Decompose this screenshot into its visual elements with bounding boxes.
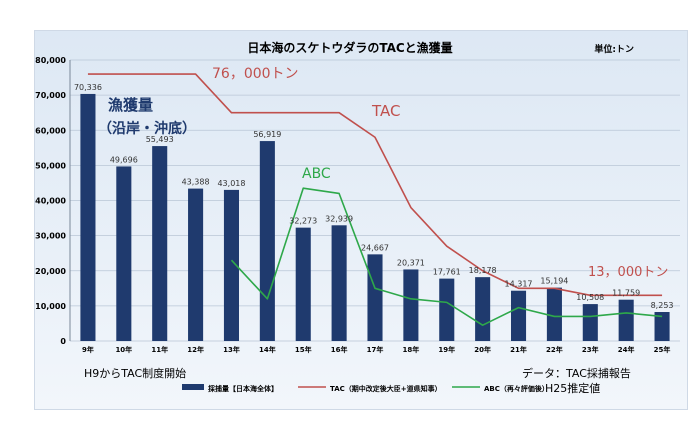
y-tick-label: 0 xyxy=(60,337,66,346)
y-tick-label: 80,000 xyxy=(35,56,66,65)
bar-value-label: 55,493 xyxy=(146,135,174,144)
bar xyxy=(439,278,455,341)
bar xyxy=(475,277,491,341)
catch-annotation-2: （沿岸・沖底） xyxy=(98,120,196,137)
unit-label: 単位:トン xyxy=(594,43,634,55)
chart-frame xyxy=(34,30,688,410)
bar xyxy=(295,227,311,341)
x-tick-label: 20年 xyxy=(474,345,491,354)
bar-value-label: 10,508 xyxy=(576,293,604,302)
bar xyxy=(188,188,204,341)
bar xyxy=(80,93,96,342)
bar xyxy=(116,166,132,341)
abc-line xyxy=(230,187,663,326)
bar xyxy=(331,225,347,341)
legend: 採捕量【日本海全体】 TAC（期中改定後大臣+道県知事） ABC（再々評価後） … xyxy=(182,381,600,395)
bar-value-label: 11,759 xyxy=(612,289,640,298)
lines xyxy=(87,73,663,326)
bar-value-label: 18,178 xyxy=(469,266,497,275)
x-tick-label: 13年 xyxy=(223,345,240,354)
x-tick-label: 21年 xyxy=(510,345,527,354)
bar-value-label: 24,667 xyxy=(361,243,389,252)
x-tick-label: 9年 xyxy=(82,345,94,354)
x-tick-label: 12年 xyxy=(187,345,204,354)
x-tick-label: 18年 xyxy=(403,345,420,354)
tac-start-annotation: 76，000トン xyxy=(212,66,299,82)
x-tick-label: 15年 xyxy=(295,345,312,354)
bar-value-label: 14,317 xyxy=(505,280,533,289)
labels: 0 10,000 20,000 30,000 40,000 50,000 60,000 70,… xyxy=(35,56,673,354)
bar xyxy=(618,299,634,341)
bar-value-label: 56,919 xyxy=(253,130,281,139)
x-tick-label: 25年 xyxy=(654,345,671,354)
legend-label-tac: TAC（期中改定後大臣+道県知事） xyxy=(330,384,442,393)
bar xyxy=(510,290,527,341)
bar-value-label: 43,018 xyxy=(217,179,245,188)
abc-note: H25推定値 xyxy=(545,381,600,395)
y-tick-label: 40,000 xyxy=(35,197,66,206)
x-tick-label: 19年 xyxy=(438,345,455,354)
x-tick-label: 10年 xyxy=(115,345,132,354)
bar xyxy=(367,254,383,341)
y-tick-label: 30,000 xyxy=(35,232,66,241)
tac-line xyxy=(87,73,663,297)
y-tick-label: 10,000 xyxy=(35,302,66,311)
y-tick-label: 60,000 xyxy=(35,126,66,135)
bar xyxy=(546,287,562,341)
x-tick-label: 24年 xyxy=(618,345,635,354)
bar-value-label: 15,194 xyxy=(540,277,568,286)
bars xyxy=(80,93,670,342)
bar xyxy=(223,189,240,341)
bar-value-label: 49,696 xyxy=(110,155,138,164)
x-tick-label: 14年 xyxy=(259,345,276,354)
bar xyxy=(654,312,670,341)
bar-value-label: 32,273 xyxy=(289,217,317,226)
footer-left: H9からTAC制度開始 xyxy=(84,366,186,380)
grid xyxy=(69,59,680,342)
legend-swatch-catch xyxy=(182,384,204,390)
legend-label-abc: ABC（再々評価後） xyxy=(484,384,549,393)
bar-value-label: 70,336 xyxy=(74,83,102,92)
bar-value-label: 20,371 xyxy=(397,258,425,267)
bar xyxy=(152,146,168,341)
footer-right: データ：TAC採捕報告 xyxy=(522,366,631,380)
bar-value-label: 32,939 xyxy=(325,214,353,223)
bar-value-label: 43,388 xyxy=(182,178,210,187)
x-tick-label: 22年 xyxy=(546,345,563,354)
catch-annotation-1: 漁獲量 xyxy=(108,96,153,114)
chart-title: 日本海のスケトウダラのTACと漁獲量 xyxy=(247,40,452,55)
y-tick-label: 50,000 xyxy=(35,161,66,170)
x-tick-label: 11年 xyxy=(151,345,168,354)
x-tick-label: 17年 xyxy=(367,345,384,354)
bar-value-label: 8,253 xyxy=(651,301,674,310)
legend-label-catch: 採捕量【日本海全体】 xyxy=(208,384,278,393)
x-tick-label: 16年 xyxy=(331,345,348,354)
bar xyxy=(259,141,275,341)
tac-annotation: TAC xyxy=(371,102,400,120)
y-tick-label: 20,000 xyxy=(35,267,66,276)
abc-annotation: ABC xyxy=(302,166,331,182)
bar xyxy=(582,304,598,341)
tac-end-annotation: 13，000トン xyxy=(588,265,668,280)
bar xyxy=(403,269,419,341)
bar-value-label: 17,761 xyxy=(433,268,461,277)
x-tick-label: 23年 xyxy=(582,345,599,354)
y-tick-label: 70,000 xyxy=(35,91,66,100)
